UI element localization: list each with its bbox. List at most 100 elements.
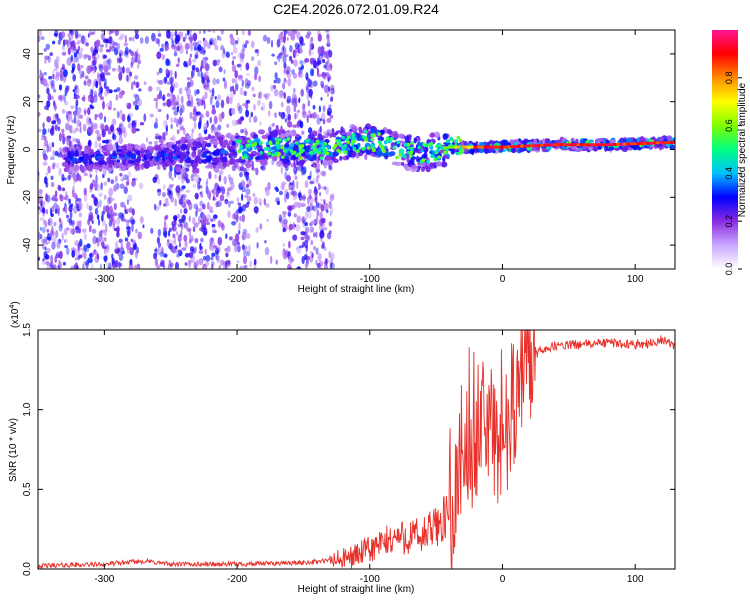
spectrogram-cell xyxy=(364,153,368,161)
spectrogram-cell xyxy=(213,116,218,125)
spectrogram-cell xyxy=(268,142,273,146)
spectrogram-cell xyxy=(345,154,350,160)
spectrogram-cell xyxy=(153,97,159,102)
spectrogram-cell xyxy=(247,80,251,87)
spectrogram-cell xyxy=(211,151,218,155)
spectrogram-cell xyxy=(289,142,295,149)
spectrogram-cell xyxy=(53,32,58,37)
spectrogram-cell xyxy=(103,194,107,200)
spectrogram-cell xyxy=(73,115,77,124)
spectrogram-cell xyxy=(263,93,268,98)
spectrogram-cell xyxy=(279,190,283,196)
spectrogram-cell xyxy=(197,208,202,212)
spectrogram-cell xyxy=(106,102,111,107)
spectrogram-cell xyxy=(298,245,304,249)
spectrogram-cell xyxy=(191,128,195,134)
spectrogram-cell xyxy=(219,139,224,146)
spectrogram-cell xyxy=(192,162,199,168)
spectrogram-cell xyxy=(91,251,96,256)
spectrogram-cell xyxy=(223,69,226,75)
spectrogram-cell xyxy=(146,137,149,143)
spectrogram-cell xyxy=(52,40,56,45)
spectrogram-cell xyxy=(200,114,204,119)
spectrogram-cell xyxy=(327,77,330,83)
spectrogram-cell xyxy=(242,228,248,235)
spectrogram-cell xyxy=(253,133,259,139)
spectrogram-cell xyxy=(193,46,197,51)
spectrogram-cell xyxy=(276,38,281,48)
spectrogram-cell xyxy=(183,208,188,214)
spectrogram-cell xyxy=(106,149,111,156)
spectrogram-cell xyxy=(157,247,161,253)
spectrogram-cell xyxy=(437,155,441,159)
spectrogram-cell xyxy=(263,198,266,206)
spectrogram-cell xyxy=(184,86,189,92)
spectrogram-cell xyxy=(57,184,62,191)
spectrogram-cell xyxy=(282,34,286,44)
spectrogram-cell xyxy=(220,99,225,109)
spectrogram-cell xyxy=(195,168,200,174)
spectrogram-cell xyxy=(95,237,99,244)
spectrogram-cell xyxy=(262,34,268,42)
spectrogram-cell xyxy=(53,88,57,93)
spectrogram-cell xyxy=(286,191,290,200)
spectrogram-cell xyxy=(139,216,144,224)
spectrogram-cell xyxy=(118,253,124,261)
spectrogram-cell xyxy=(254,72,258,81)
spectrogram-cell xyxy=(86,202,89,210)
spectrogram-cell xyxy=(270,84,274,92)
spectrogram-cell xyxy=(327,107,332,115)
spectrogram-cell xyxy=(109,46,112,52)
spectrogram-cell xyxy=(219,152,224,158)
spectrogram-cell xyxy=(284,138,288,142)
spectrogram-cell xyxy=(325,209,329,214)
spectrogram-cell xyxy=(169,70,173,77)
spectrogram-cell xyxy=(176,129,180,135)
spectrogram-cell xyxy=(126,151,133,157)
spectrogram-cell xyxy=(108,89,113,94)
spectrogram-cell xyxy=(72,74,76,82)
spectrogram-cell xyxy=(63,69,68,78)
spectrogram-cell xyxy=(366,138,372,142)
spectrogram-cell xyxy=(110,179,115,185)
spectrogram-cell xyxy=(192,216,196,225)
spectrogram-cell xyxy=(241,235,244,240)
spectrogram-cell xyxy=(156,71,160,76)
spectrogram-cell xyxy=(425,143,429,147)
spectrogram-cell xyxy=(156,151,163,159)
spectrogram-cell xyxy=(79,127,82,134)
spectrogram-cell xyxy=(140,163,145,170)
spectrogram-cell xyxy=(208,171,212,180)
spectrogram-cell xyxy=(126,199,129,205)
spectrogram-cell xyxy=(328,230,332,235)
spectrogram-cell xyxy=(308,80,314,89)
spectrogram-cell xyxy=(167,144,172,148)
spectrogram-cell xyxy=(292,72,298,79)
spectrogram-cell xyxy=(240,128,245,134)
spectrogram-cell xyxy=(127,160,135,164)
spectrogram-cell xyxy=(239,87,244,96)
spectrogram-cell xyxy=(73,55,77,64)
spectrogram-cell xyxy=(229,236,233,241)
spectrogram-cell xyxy=(228,174,231,181)
spectrogram-cell xyxy=(296,215,302,224)
spectrogram-cell xyxy=(362,146,366,151)
spectrogram-cell xyxy=(162,94,166,102)
spectrogram-cell xyxy=(301,148,305,153)
spectrogram-cell xyxy=(219,36,222,41)
spectrogram-cell xyxy=(301,108,306,116)
spectrogram-cell xyxy=(180,165,184,169)
spectrogram-cell xyxy=(283,79,288,84)
spectrogram-cell xyxy=(326,92,330,97)
spectrogram-cell xyxy=(109,197,115,202)
spectrogram-cell xyxy=(56,240,61,249)
spectrogram-cell xyxy=(278,90,284,99)
spectrogram-cell xyxy=(249,260,253,268)
spectrogram-cell xyxy=(307,175,312,180)
spectrogram-cell xyxy=(83,159,88,167)
spectrogram-cell xyxy=(212,59,218,67)
spectrogram-cell xyxy=(45,193,48,202)
spectrogram-cell xyxy=(310,91,313,100)
spectrogram-cell xyxy=(251,86,255,92)
spectrogram-cell xyxy=(322,151,326,156)
